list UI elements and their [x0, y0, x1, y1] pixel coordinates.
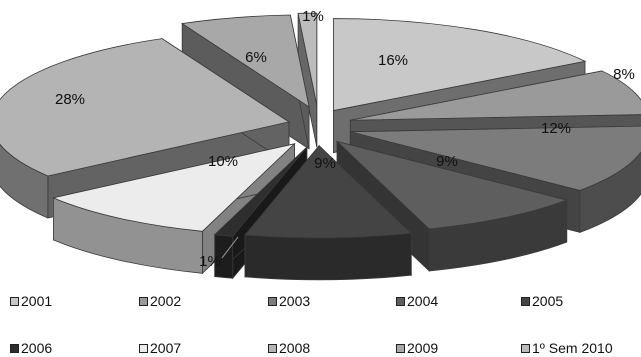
- data-label-2001: 16%: [378, 52, 408, 69]
- data-label-2006: 1%: [199, 253, 221, 270]
- data-label-2005: 9%: [314, 155, 336, 172]
- data-label-2007: 10%: [208, 153, 238, 170]
- data-label-1º Sem 2010: 1%: [302, 8, 324, 25]
- data-label-2009: 6%: [245, 49, 267, 66]
- data-label-2003: 12%: [541, 120, 571, 137]
- data-label-2004: 9%: [436, 153, 458, 170]
- data-label-2008: 28%: [55, 91, 85, 108]
- data-label-2002: 8%: [613, 66, 635, 83]
